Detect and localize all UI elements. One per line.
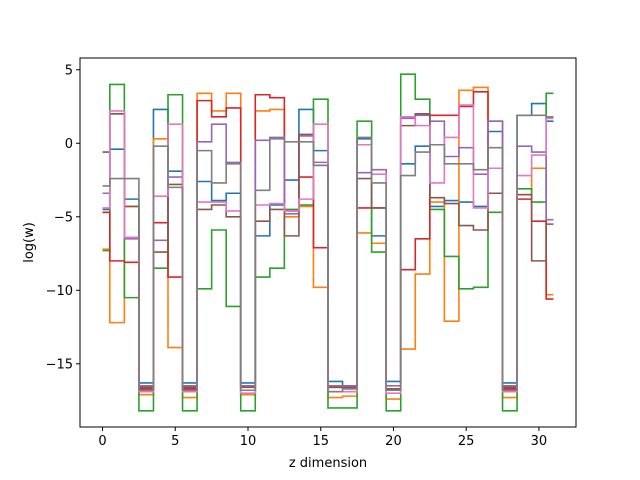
y-axis: 5 0 −5 −10 −15	[46, 63, 80, 372]
y-tick-label: −10	[46, 284, 73, 299]
x-axis-label: z dimension	[289, 456, 367, 471]
plot-frame	[79, 57, 577, 428]
y-axis-label: log(w)	[22, 222, 37, 263]
x-axis: 0 5 10 15 20 25 30	[98, 427, 547, 449]
y-tick-label: 0	[65, 137, 73, 152]
y-tick-label: 5	[65, 63, 73, 78]
x-tick-label: 15	[312, 434, 329, 449]
y-tick-label: −15	[46, 357, 73, 372]
y-tick-label: −5	[54, 210, 73, 225]
x-tick-label: 30	[531, 434, 548, 449]
x-tick-label: 25	[458, 434, 475, 449]
series-line-8	[102, 114, 554, 393]
plot-lines	[102, 73, 554, 412]
series-line-3	[102, 73, 554, 412]
x-tick-label: 20	[385, 434, 402, 449]
series-line-4	[102, 91, 554, 392]
x-tick-label: 0	[98, 434, 106, 449]
x-tick-label: 10	[240, 434, 257, 449]
x-tick-label: 5	[171, 434, 179, 449]
